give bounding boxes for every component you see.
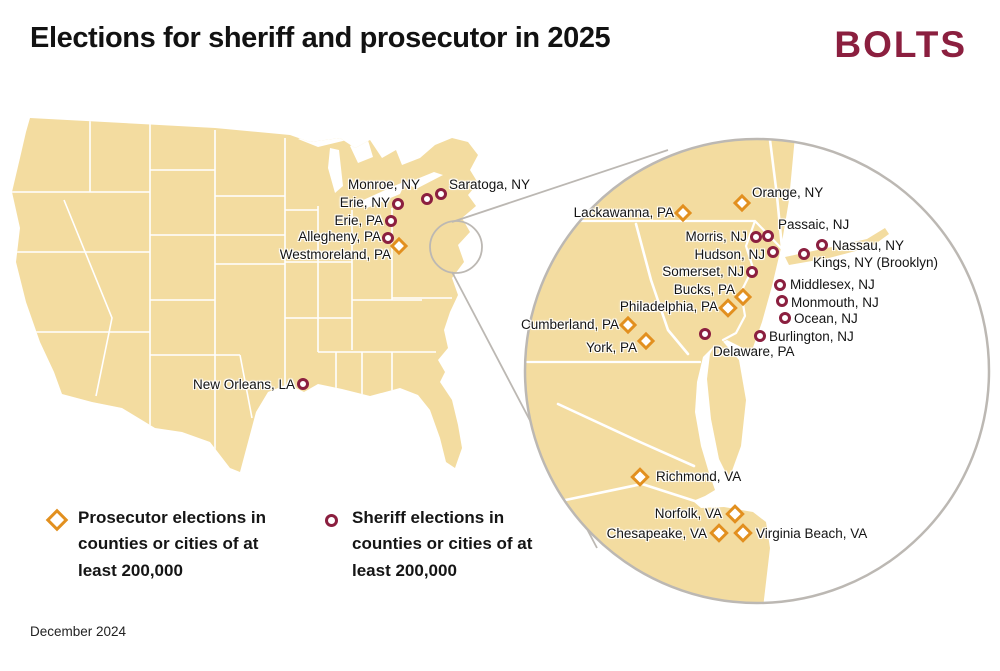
rivers — [554, 139, 784, 505]
legend-icon-wrap — [318, 507, 344, 533]
atlantic-ocean — [693, 139, 989, 603]
inset-circle-outline — [523, 137, 991, 605]
inset-map — [525, 139, 989, 603]
delmarva-peninsula — [707, 337, 746, 479]
legend-label-sheriff: Sheriff elections in counties or cities … — [352, 508, 533, 580]
us-map-shape — [12, 118, 478, 472]
page-title: Elections for sheriff and prosecutor in … — [30, 22, 611, 54]
magnifier-connector-line-top — [451, 149, 669, 223]
sheriff-circle-icon — [324, 513, 338, 527]
long-island — [785, 228, 889, 265]
state-borders — [12, 118, 452, 456]
date-caption: December 2024 — [30, 624, 127, 639]
magnifier-circle — [429, 220, 483, 274]
legend-icon-wrap — [44, 507, 70, 533]
legend-item-prosecutor: Prosecutor elections in counties or citi… — [44, 505, 274, 584]
prosecutor-diamond-icon — [45, 508, 69, 532]
bolts-logo: BOLTS — [834, 24, 967, 65]
great-lakes — [298, 131, 443, 208]
legend-item-sheriff: Sheriff elections in counties or cities … — [318, 505, 533, 584]
legend-label-prosecutor: Prosecutor elections in counties or citi… — [78, 508, 266, 580]
